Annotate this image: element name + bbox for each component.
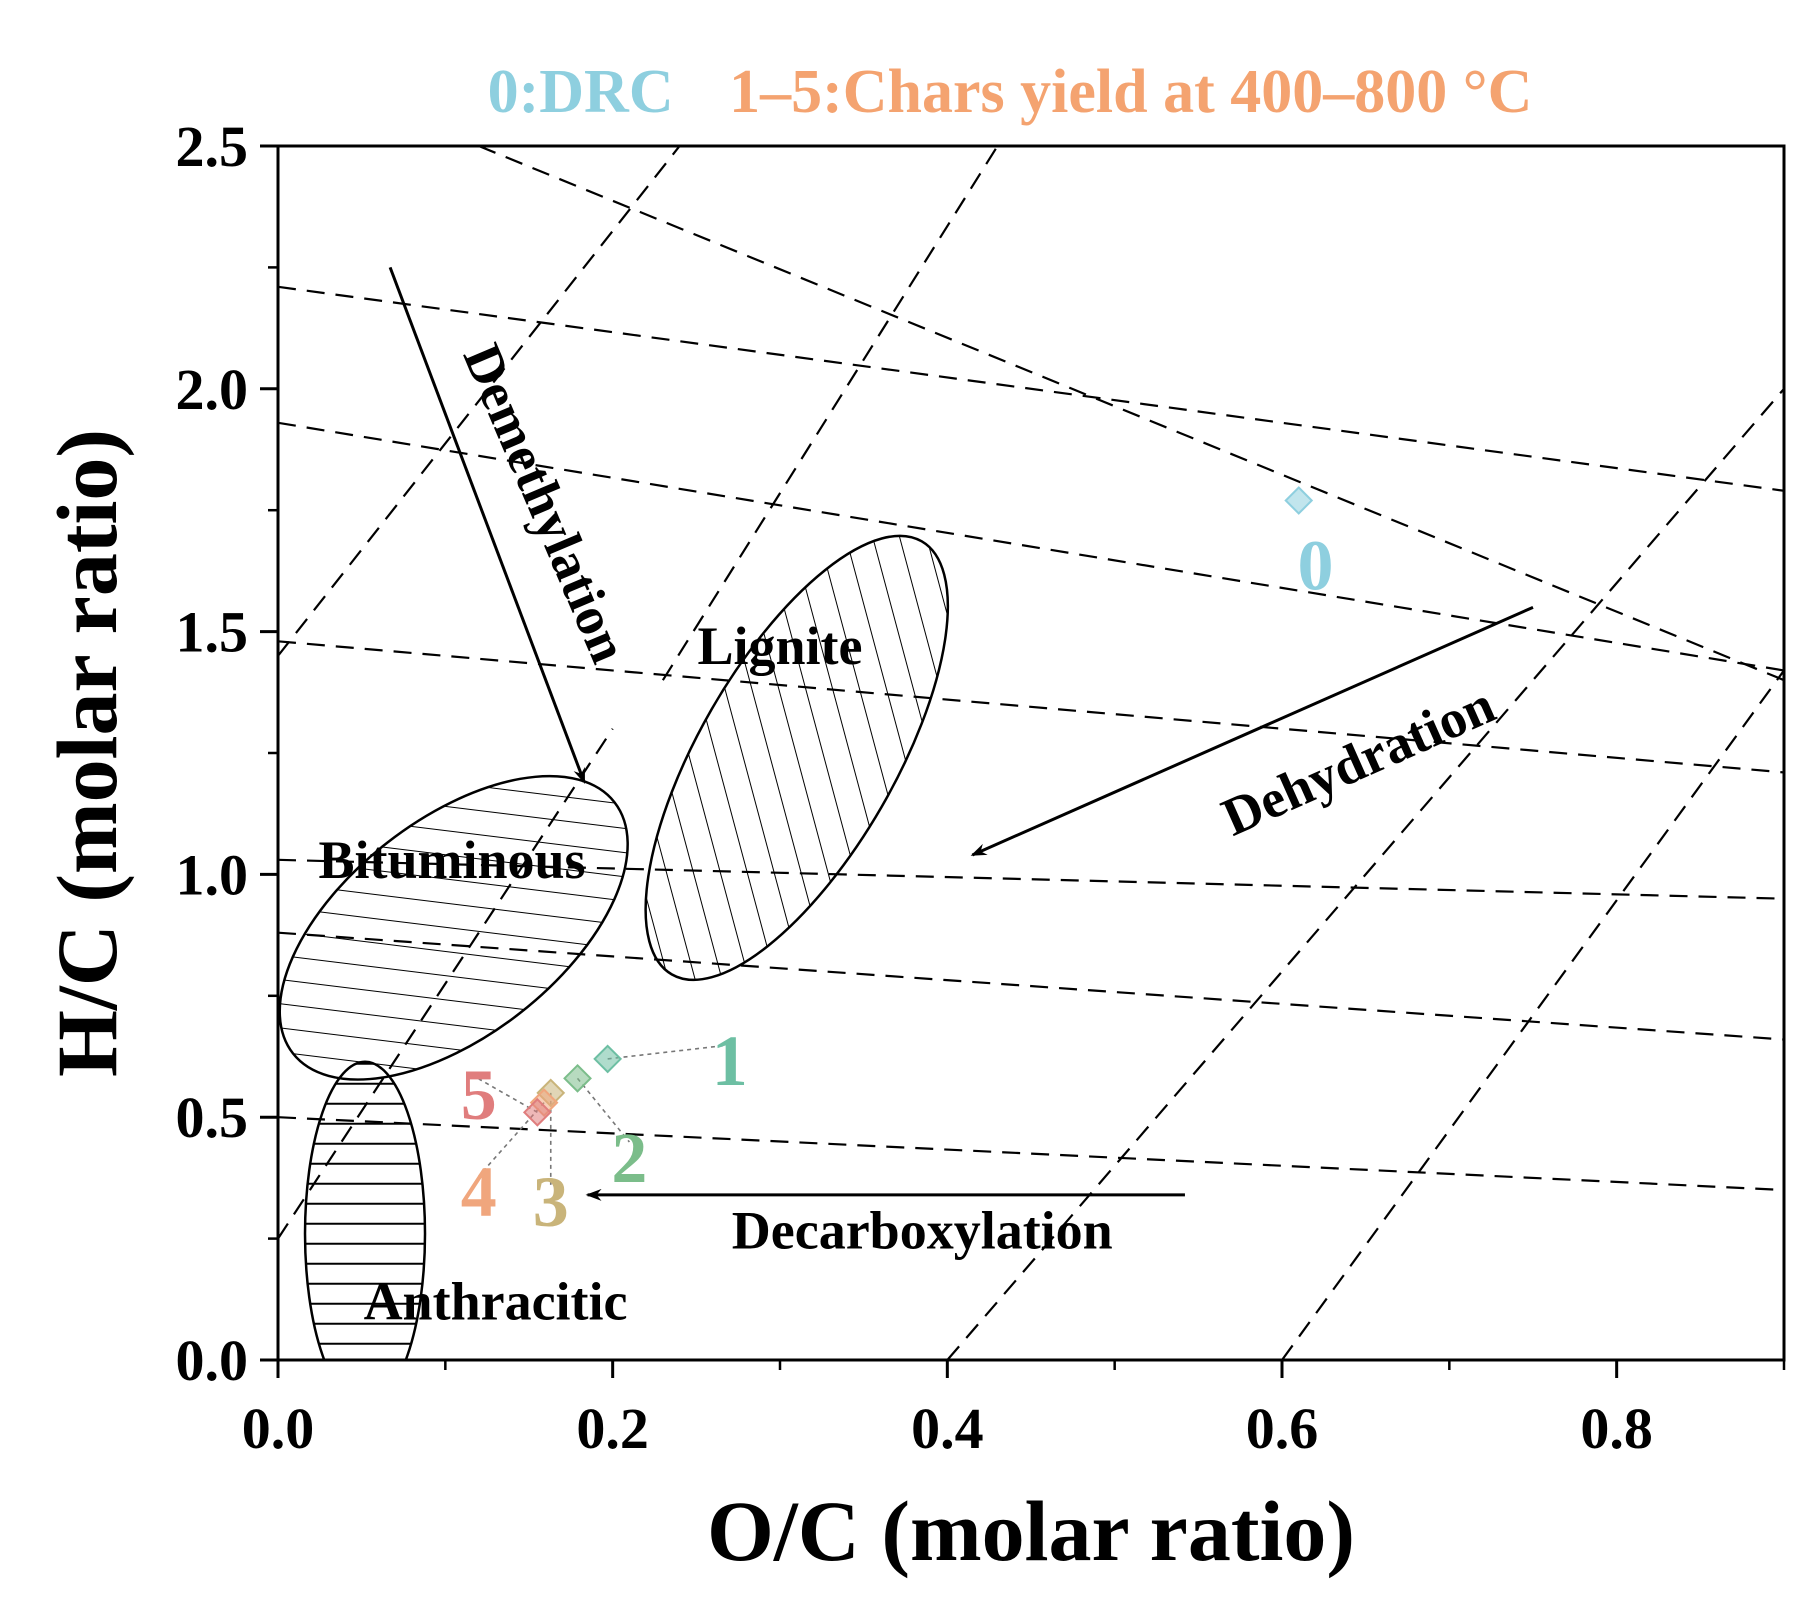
isolines bbox=[278, 146, 1784, 1360]
leader-line bbox=[576, 1077, 631, 1143]
y-tick-label: 2.0 bbox=[176, 357, 249, 422]
chart-title: 0:DRC 1–5:Chars yield at 400–800 °C bbox=[488, 58, 1533, 126]
x-tick-label: 0.0 bbox=[242, 1396, 315, 1461]
data-point-marker bbox=[593, 1044, 623, 1074]
data-point-label: 3 bbox=[533, 1162, 569, 1242]
region-label-lignite: Lignite bbox=[697, 616, 862, 676]
data-point-marker bbox=[563, 1063, 592, 1093]
x-tick-label: 0.2 bbox=[576, 1396, 649, 1461]
region-label-bituminous: Bituminous bbox=[318, 830, 585, 890]
x-tick-label: 0.8 bbox=[1580, 1396, 1653, 1461]
x-tick-label: 0.6 bbox=[1246, 1396, 1319, 1461]
isoline bbox=[278, 146, 681, 657]
data-point-label: 1 bbox=[712, 1021, 748, 1101]
x-axis-title: O/C (molar ratio) bbox=[707, 1483, 1355, 1579]
isoline bbox=[661, 146, 999, 681]
isoline bbox=[278, 858, 1784, 900]
isoline bbox=[278, 285, 1784, 492]
isoline bbox=[278, 640, 1784, 774]
process-arrow bbox=[388, 266, 586, 785]
y-tick-label: 1.5 bbox=[176, 600, 249, 665]
process-arrow bbox=[970, 605, 1534, 857]
region-bituminous bbox=[278, 774, 629, 1081]
isoline bbox=[278, 421, 1784, 672]
isoline bbox=[946, 388, 1784, 1360]
isoline bbox=[478, 146, 1784, 682]
y-axis-title: H/C (molar ratio) bbox=[39, 429, 135, 1077]
title-part-drc: 0:DRC bbox=[488, 58, 674, 126]
axis-ticks: 0.0 0.2 0.4 0.6 0.8 0.0 0.5 1.0 1.5 2.0 2.5 bbox=[176, 114, 1786, 1461]
title-part-chars: 1–5:Chars yield at 400–800 °C bbox=[729, 58, 1532, 126]
isoline bbox=[278, 931, 1784, 1041]
y-tick-label: 2.5 bbox=[176, 114, 249, 179]
coal-regions bbox=[278, 534, 950, 1360]
region-lignite bbox=[644, 534, 950, 982]
y-tick-label: 1.0 bbox=[176, 842, 249, 907]
process-label-dehydration: Dehydration bbox=[1213, 674, 1503, 847]
data-point-label: 4 bbox=[461, 1152, 497, 1232]
y-tick-label: 0.5 bbox=[176, 1085, 249, 1150]
x-tick-label: 0.4 bbox=[911, 1396, 984, 1461]
data-point-marker bbox=[522, 1097, 552, 1127]
data-point-label: 2 bbox=[611, 1118, 647, 1198]
process-arrows bbox=[388, 266, 1534, 1201]
data-point-marker bbox=[1284, 486, 1314, 515]
region-anthracitic bbox=[303, 1060, 427, 1360]
process-label-decarboxylation: Decarboxylation bbox=[732, 1200, 1113, 1260]
isoline bbox=[1281, 669, 1784, 1360]
region-labels: Lignite Bituminous Anthracitic bbox=[318, 616, 862, 1332]
leader-line bbox=[478, 1078, 538, 1114]
data-point-label: 5 bbox=[461, 1055, 497, 1135]
data-point-label: 0 bbox=[1297, 526, 1333, 606]
region-label-anthracitic: Anthracitic bbox=[364, 1272, 628, 1332]
isoline bbox=[278, 1116, 1784, 1192]
y-tick-label: 0.0 bbox=[176, 1328, 249, 1393]
